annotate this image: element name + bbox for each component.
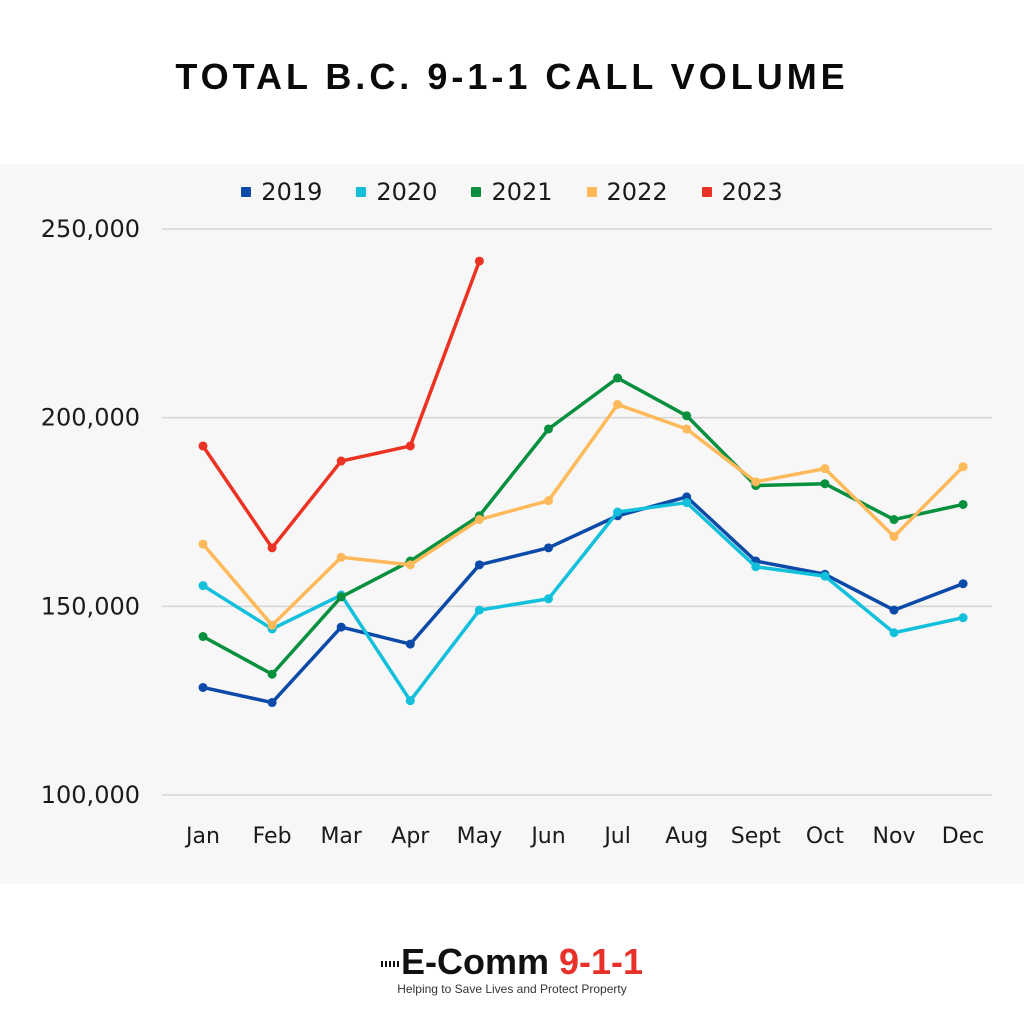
- y-tick-label: 150,000: [41, 592, 140, 620]
- chart-title: TOTAL B.C. 9-1-1 CALL VOLUME: [175, 56, 849, 97]
- data-point: [198, 632, 208, 642]
- legend-item-2022: 2022: [586, 178, 668, 206]
- data-point: [336, 456, 346, 466]
- legend-swatch-icon: [586, 187, 597, 197]
- legend-item-2020: 2020: [356, 178, 437, 206]
- series-line: [202, 495, 964, 705]
- legend-swatch-icon: [471, 187, 482, 197]
- y-tick-label: 100,000: [41, 781, 140, 809]
- data-point: [336, 552, 346, 562]
- series-line: [202, 376, 964, 677]
- data-point: [958, 499, 968, 509]
- x-axis-labels: Jan Feb Mar Apr May Jun Jul Aug Sept Oct Nov Dec: [184, 824, 984, 849]
- x-tick-label: Oct: [806, 824, 844, 849]
- data-point: [267, 543, 277, 553]
- legend-swatch-icon: [701, 187, 712, 197]
- x-tick-label: Feb: [253, 824, 292, 849]
- legend-swatch-icon: [356, 187, 367, 197]
- series-lines: [198, 256, 968, 708]
- legend-item-2023: 2023: [701, 178, 783, 206]
- data-point: [613, 507, 623, 517]
- data-point: [613, 399, 623, 409]
- series-2021: [198, 373, 968, 679]
- y-tick-label: 250,000: [41, 215, 140, 243]
- data-point: [198, 581, 208, 591]
- data-point: [336, 592, 346, 602]
- legend-label: 2022: [606, 178, 668, 206]
- data-point: [544, 424, 553, 434]
- data-point: [474, 515, 484, 525]
- data-point: [682, 498, 692, 508]
- legend-item-2019: 2019: [241, 178, 322, 206]
- logo-stripes-icon: [380, 961, 399, 968]
- data-point: [751, 477, 761, 487]
- series-2019: [198, 492, 968, 708]
- data-point: [958, 579, 968, 589]
- series-line: [201, 260, 482, 550]
- data-point: [820, 479, 830, 489]
- data-point: [544, 543, 553, 553]
- data-point: [682, 424, 692, 434]
- data-point: [267, 669, 277, 679]
- series-line: [202, 500, 964, 703]
- x-tick-label: Jan: [184, 824, 220, 849]
- series-2020: [198, 498, 968, 706]
- logo-brand: E-Comm: [400, 941, 549, 982]
- gridlines: [162, 228, 992, 796]
- logo-tagline: Helping to Save Lives and Protect Proper…: [397, 982, 627, 996]
- data-point: [544, 496, 553, 506]
- data-point: [889, 605, 899, 615]
- x-tick-label: Jun: [529, 824, 565, 849]
- x-tick-label: Sept: [731, 824, 781, 849]
- data-point: [820, 571, 830, 581]
- y-tick-label: 200,000: [41, 404, 140, 432]
- x-tick-label: May: [457, 824, 502, 849]
- data-point: [544, 594, 553, 604]
- data-point: [474, 256, 484, 266]
- data-point: [198, 441, 208, 451]
- ecomm-logo: E-Comm 9-1-1 Helping to Save Lives and Pr…: [0, 944, 1024, 996]
- x-tick-label: Nov: [873, 824, 916, 849]
- data-point: [405, 441, 415, 451]
- x-tick-label: Mar: [320, 824, 362, 849]
- series-2023: [198, 256, 484, 553]
- data-point: [474, 605, 484, 615]
- legend-swatch-icon: [241, 187, 252, 197]
- legend-label: 2023: [721, 178, 783, 206]
- y-axis-labels: 100,000 150,000 200,000 250,000: [41, 215, 140, 809]
- data-point: [267, 698, 277, 708]
- data-point: [682, 411, 692, 421]
- series-line: [201, 402, 965, 627]
- legend-item-2021: 2021: [471, 178, 553, 206]
- data-point: [405, 696, 415, 706]
- legend-label: 2021: [491, 178, 553, 206]
- data-point: [889, 628, 899, 638]
- series-2022: [198, 399, 968, 630]
- logo-number: 9-1-1: [558, 941, 644, 982]
- legend-label: 2019: [261, 178, 323, 206]
- x-tick-label: Dec: [942, 824, 985, 849]
- data-point: [267, 620, 277, 630]
- legend: 2019 2020 2021 2022 2023: [0, 178, 1024, 206]
- data-point: [751, 562, 761, 572]
- data-point: [405, 560, 415, 570]
- data-point: [889, 515, 899, 525]
- data-point: [474, 560, 484, 570]
- data-point: [820, 464, 830, 474]
- data-point: [198, 539, 208, 549]
- data-point: [889, 532, 899, 542]
- data-point: [958, 613, 968, 623]
- data-point: [405, 639, 415, 649]
- legend-label: 2020: [376, 178, 438, 206]
- data-point: [336, 622, 346, 632]
- data-point: [958, 462, 968, 472]
- x-tick-label: Apr: [391, 824, 430, 849]
- x-tick-label: Aug: [665, 824, 708, 849]
- x-tick-label: Jul: [602, 824, 631, 849]
- data-point: [613, 373, 623, 383]
- chart-panel: [0, 164, 1024, 884]
- data-point: [198, 682, 208, 692]
